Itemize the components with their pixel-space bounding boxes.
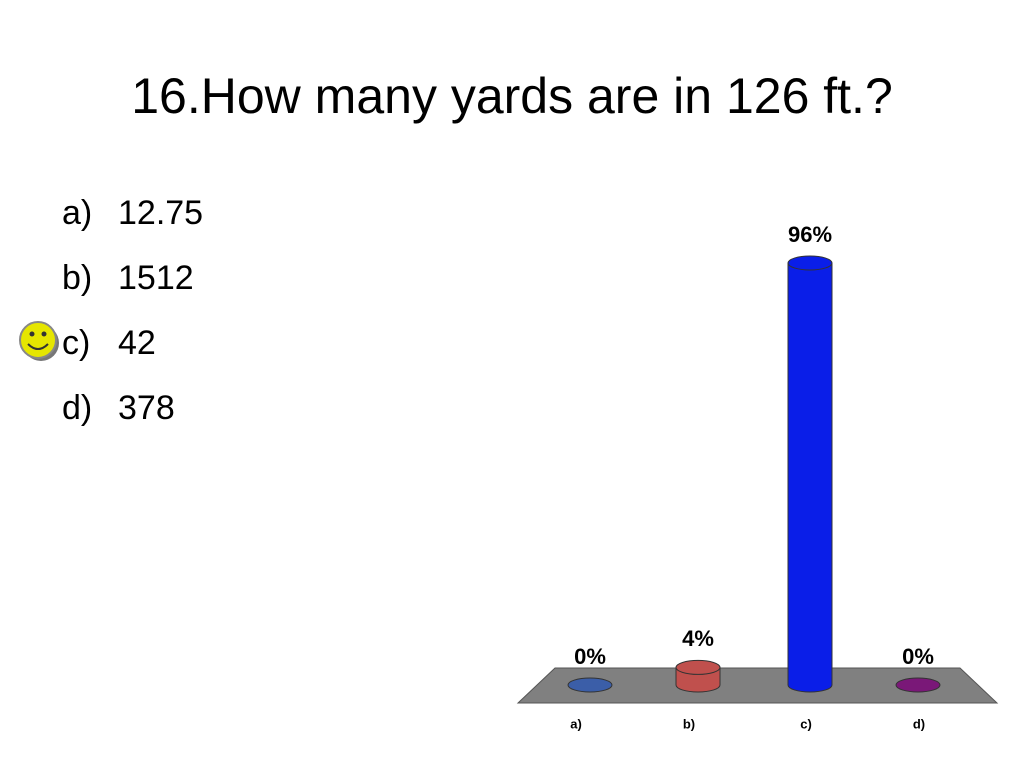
- bar-top: [675, 659, 721, 675]
- bar: [787, 262, 833, 693]
- x-tick-label: d): [913, 716, 925, 731]
- bar: [895, 677, 941, 693]
- value-label: 96%: [788, 222, 832, 247]
- option-text: 378: [118, 389, 175, 427]
- correct-marker: [19, 321, 59, 361]
- option-text: 42: [118, 324, 156, 362]
- bar-top: [787, 255, 833, 271]
- value-label: 0%: [902, 644, 934, 669]
- option-letter: b): [62, 259, 92, 297]
- option-letter: a): [62, 194, 92, 232]
- x-tick-label: a): [570, 716, 582, 731]
- bar: [567, 677, 613, 693]
- option-letter: c): [62, 324, 90, 362]
- x-tick-label: b): [683, 716, 695, 731]
- value-label: 4%: [682, 626, 714, 651]
- value-label: 0%: [574, 644, 606, 669]
- slide-title: 16.How many yards are in 126 ft.?: [131, 68, 893, 124]
- option-letter: d): [62, 389, 92, 427]
- x-tick-label: c): [800, 716, 812, 731]
- option-text: 1512: [118, 259, 194, 297]
- option-text: 12.75: [118, 194, 203, 232]
